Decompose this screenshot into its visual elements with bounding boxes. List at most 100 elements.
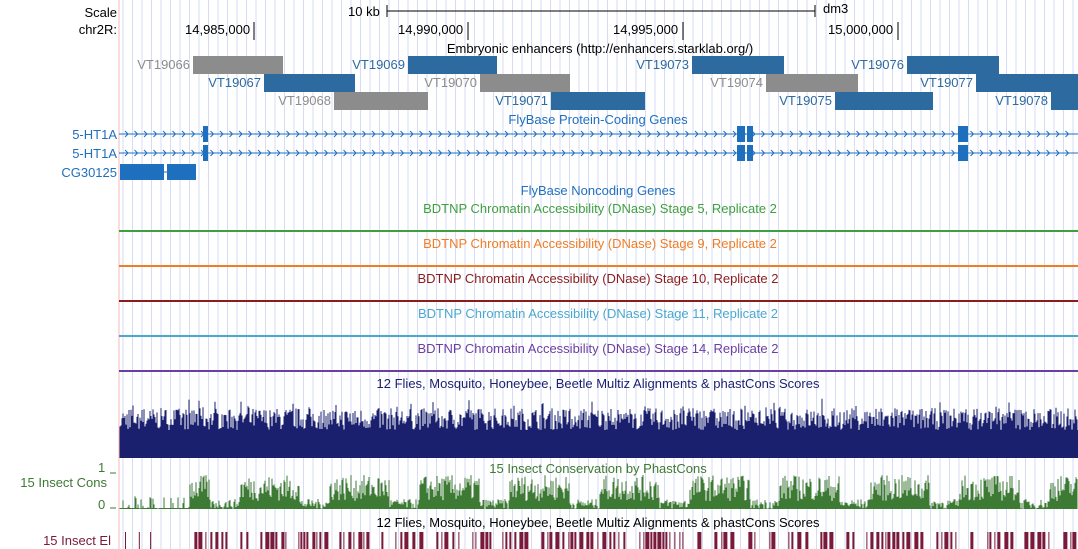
enhancer-feature[interactable] xyxy=(551,92,645,110)
dnase-track-title[interactable]: BDTNP Chromatin Accessibility (DNase) St… xyxy=(417,341,779,356)
strand-arrow xyxy=(713,130,718,138)
enhancer-feature[interactable] xyxy=(835,92,933,110)
enhancer-feature[interactable] xyxy=(692,56,784,74)
conserved-element xyxy=(639,532,641,549)
flybase-coding-track-title[interactable]: FlyBase Protein-Coding Genes xyxy=(508,112,688,127)
enhancers-track-title[interactable]: Embryonic enhancers (http://enhancers.st… xyxy=(446,41,754,56)
strand-arrow xyxy=(609,149,614,157)
gene-label[interactable]: 5-HT1A xyxy=(72,146,117,161)
phastcons-track-title[interactable]: 15 Insect Conservation by PhastCons xyxy=(489,461,707,476)
elements-side-label[interactable]: 15 Insect El xyxy=(43,533,111,548)
strand-arrow xyxy=(637,149,642,157)
conserved-element xyxy=(514,532,517,549)
conserved-element xyxy=(324,532,329,549)
strand-arrow xyxy=(989,149,994,157)
strand-arrow xyxy=(827,130,832,138)
enhancer-feature[interactable] xyxy=(408,56,497,74)
conserved-element xyxy=(970,532,974,549)
strand-arrow xyxy=(761,149,766,157)
strand-arrow xyxy=(941,130,946,138)
conserved-element xyxy=(319,532,322,549)
strand-arrow xyxy=(685,130,690,138)
conserved-element xyxy=(246,532,249,549)
elements-track-title[interactable]: 12 Flies, Mosquito, Honeybee, Beetle Mul… xyxy=(376,515,820,530)
enhancer-label[interactable]: VT19075 xyxy=(779,93,832,108)
enhancer-feature[interactable] xyxy=(480,74,570,92)
conserved-element xyxy=(906,532,911,549)
strand-arrow xyxy=(580,130,585,138)
conserved-element xyxy=(723,532,728,549)
strand-arrow xyxy=(799,130,804,138)
conserved-element xyxy=(896,532,900,549)
enhancer-feature[interactable] xyxy=(334,92,428,110)
conserved-element xyxy=(613,532,616,549)
conserved-element xyxy=(866,532,868,549)
enhancer-feature[interactable] xyxy=(976,74,1078,92)
strand-arrow xyxy=(238,130,243,138)
conserved-element xyxy=(791,532,794,549)
multiz-track-title[interactable]: 12 Flies, Mosquito, Honeybee, Beetle Mul… xyxy=(376,376,820,391)
conserved-element xyxy=(205,532,207,549)
scale-bar-label: 10 kb xyxy=(348,4,380,19)
conserved-element xyxy=(679,532,681,549)
enhancer-feature[interactable] xyxy=(907,56,999,74)
conserved-element xyxy=(771,532,776,549)
enhancer-label[interactable]: VT19073 xyxy=(636,57,689,72)
dnase-track-title[interactable]: BDTNP Chromatin Accessibility (DNase) St… xyxy=(423,236,777,251)
conserved-element xyxy=(570,532,574,549)
strand-arrow xyxy=(371,149,376,157)
gene-label[interactable]: CG30125 xyxy=(61,165,117,180)
conserved-element xyxy=(404,532,409,549)
strand-arrow xyxy=(932,130,937,138)
enhancer-feature[interactable] xyxy=(193,56,283,74)
enhancer-label[interactable]: VT19074 xyxy=(710,75,763,90)
enhancer-label[interactable]: VT19067 xyxy=(208,75,261,90)
strand-arrow xyxy=(951,149,956,157)
strand-arrow xyxy=(172,149,177,157)
strand-arrow xyxy=(362,130,367,138)
enhancer-feature[interactable] xyxy=(766,74,858,92)
phastcons-side-label[interactable]: 15 Insect Cons xyxy=(20,475,107,490)
flybase-noncoding-track-title[interactable]: FlyBase Noncoding Genes xyxy=(520,183,676,198)
strand-arrow xyxy=(628,149,633,157)
conserved-element xyxy=(989,532,992,549)
enhancer-label[interactable]: VT19077 xyxy=(920,75,973,90)
strand-arrow xyxy=(599,130,604,138)
strand-arrow xyxy=(685,149,690,157)
strand-arrow xyxy=(590,130,595,138)
strand-arrow xyxy=(514,130,519,138)
gene-exon xyxy=(203,145,208,161)
conserved-element xyxy=(549,532,553,549)
conserved-element xyxy=(902,532,905,549)
strand-arrow xyxy=(1017,130,1022,138)
conserved-element xyxy=(281,532,285,549)
enhancer-label[interactable]: VT19069 xyxy=(352,57,405,72)
dnase-track-title[interactable]: BDTNP Chromatin Accessibility (DNase) St… xyxy=(417,306,779,321)
enhancer-feature[interactable] xyxy=(1051,92,1078,110)
enhancer-feature[interactable] xyxy=(264,74,355,92)
strand-arrow xyxy=(1046,149,1051,157)
conserved-element xyxy=(1072,532,1077,549)
strand-arrow xyxy=(656,130,661,138)
conserved-element xyxy=(270,532,275,549)
strand-arrow xyxy=(694,149,699,157)
gene-label[interactable]: 5-HT1A xyxy=(72,127,117,142)
strand-arrow xyxy=(124,130,129,138)
conserved-element xyxy=(489,532,492,549)
enhancer-label[interactable]: VT19076 xyxy=(851,57,904,72)
enhancer-label[interactable]: VT19070 xyxy=(424,75,477,90)
strand-arrow xyxy=(856,130,861,138)
dnase-track-title[interactable]: BDTNP Chromatin Accessibility (DNase) St… xyxy=(423,201,777,216)
enhancer-label[interactable]: VT19071 xyxy=(495,93,548,108)
conserved-element xyxy=(555,532,560,549)
strand-arrow xyxy=(1055,149,1060,157)
conserved-element xyxy=(480,532,485,549)
dnase-track-title[interactable]: BDTNP Chromatin Accessibility (DNase) St… xyxy=(417,271,779,286)
conserved-element xyxy=(485,532,489,549)
enhancer-label[interactable]: VT19068 xyxy=(278,93,331,108)
enhancer-label[interactable]: VT19066 xyxy=(137,57,190,72)
strand-arrow xyxy=(580,149,585,157)
enhancer-label[interactable]: VT19078 xyxy=(995,93,1048,108)
strand-arrow xyxy=(485,149,490,157)
